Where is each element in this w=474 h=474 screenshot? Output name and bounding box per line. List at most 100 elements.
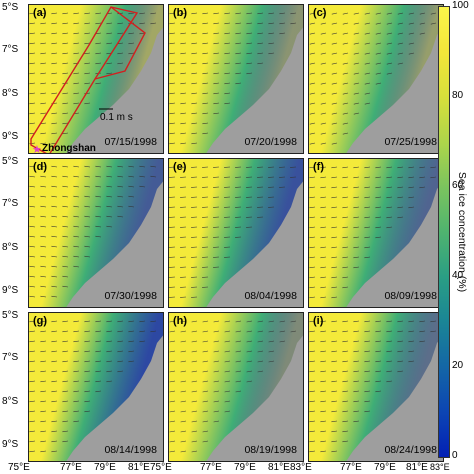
current-arrow: [139, 175, 146, 178]
current-arrow: [117, 340, 124, 343]
current-arrow: [386, 206, 393, 209]
current-arrow: [279, 320, 286, 323]
current-arrow: [40, 330, 47, 333]
current-arrow: [95, 52, 102, 55]
current-arrow: [51, 410, 58, 413]
current-arrow: [331, 122, 338, 125]
current-arrow: [191, 400, 198, 403]
current-arrow: [40, 42, 47, 45]
current-arrow: [386, 340, 393, 343]
current-arrow: [169, 122, 176, 125]
current-arrow: [29, 400, 36, 403]
current-arrow: [408, 176, 415, 179]
current-arrow: [51, 255, 58, 258]
current-arrow: [51, 245, 58, 248]
current-arrow: [342, 82, 349, 85]
current-arrow: [320, 296, 327, 299]
current-arrow: [375, 360, 382, 363]
current-arrow: [353, 360, 360, 363]
current-arrow: [40, 142, 47, 145]
current-arrow: [364, 166, 371, 169]
current-arrow: [364, 92, 371, 95]
current-arrow: [29, 112, 36, 115]
current-arrow: [235, 320, 242, 323]
current-arrow: [386, 360, 393, 363]
current-arrow: [202, 400, 209, 403]
current-arrow: [106, 62, 113, 65]
current-arrow: [309, 450, 316, 453]
current-arrow: [117, 215, 124, 218]
land-mass: [346, 27, 443, 153]
current-arrow: [191, 62, 198, 65]
current-arrow: [386, 186, 393, 189]
current-arrow: [29, 72, 36, 75]
current-arrow: [331, 166, 338, 169]
current-arrow: [202, 112, 209, 115]
current-arrow: [408, 186, 415, 189]
current-arrow: [128, 12, 135, 15]
current-arrow: [320, 72, 327, 75]
current-arrow: [309, 340, 316, 343]
current-arrow: [364, 42, 371, 45]
current-arrow: [95, 320, 102, 323]
current-arrow: [257, 320, 264, 323]
current-arrow: [117, 360, 124, 363]
current-arrow: [235, 12, 242, 15]
current-arrow: [139, 185, 146, 188]
current-arrow: [353, 176, 360, 179]
current-arrow: [353, 390, 360, 393]
current-arrow: [375, 320, 382, 323]
current-arrow: [62, 225, 69, 228]
current-arrow: [408, 206, 415, 209]
current-arrow: [331, 186, 338, 189]
current-arrow: [331, 102, 338, 105]
current-arrow: [309, 122, 316, 125]
current-arrow: [320, 236, 327, 239]
current-arrow: [95, 22, 102, 25]
current-arrow: [84, 255, 91, 258]
current-arrow: [246, 340, 253, 343]
current-arrow: [408, 42, 415, 45]
current-arrow: [169, 42, 176, 45]
current-arrow: [169, 102, 176, 105]
current-arrow: [40, 92, 47, 95]
current-arrow: [213, 102, 220, 105]
current-arrow: [40, 132, 47, 135]
current-arrow: [191, 22, 198, 25]
current-arrow: [139, 340, 146, 343]
current-arrow: [375, 186, 382, 189]
current-arrow: [309, 102, 316, 105]
current-arrow: [62, 285, 69, 288]
panel-label: (g): [33, 315, 48, 327]
current-arrow: [51, 350, 58, 353]
current-arrow: [430, 166, 437, 169]
current-arrow: [62, 205, 69, 208]
current-arrow: [40, 285, 47, 288]
current-arrow: [40, 320, 47, 323]
current-arrow: [40, 430, 47, 433]
current-arrow: [29, 430, 36, 433]
current-arrow: [169, 430, 176, 433]
current-arrow: [213, 92, 220, 95]
current-arrow: [342, 286, 349, 289]
current-arrow: [180, 360, 187, 363]
current-arrow: [150, 165, 157, 168]
current-arrow: [353, 42, 360, 45]
current-arrow: [342, 440, 349, 443]
current-arrow: [95, 370, 102, 373]
current-arrow: [51, 215, 58, 218]
current-arrow: [169, 380, 176, 383]
current-arrow: [51, 62, 58, 65]
x-tick: 77°E: [60, 462, 82, 473]
current-arrow: [62, 400, 69, 403]
current-arrow: [95, 12, 102, 15]
current-arrow: [51, 330, 58, 333]
current-arrow: [29, 185, 36, 188]
current-arrow: [191, 320, 198, 323]
current-arrow: [309, 216, 316, 219]
current-arrow: [364, 12, 371, 15]
current-arrow: [320, 266, 327, 269]
current-arrow: [73, 225, 80, 228]
panel-date: 07/25/1998: [384, 136, 437, 148]
current-arrow: [309, 430, 316, 433]
